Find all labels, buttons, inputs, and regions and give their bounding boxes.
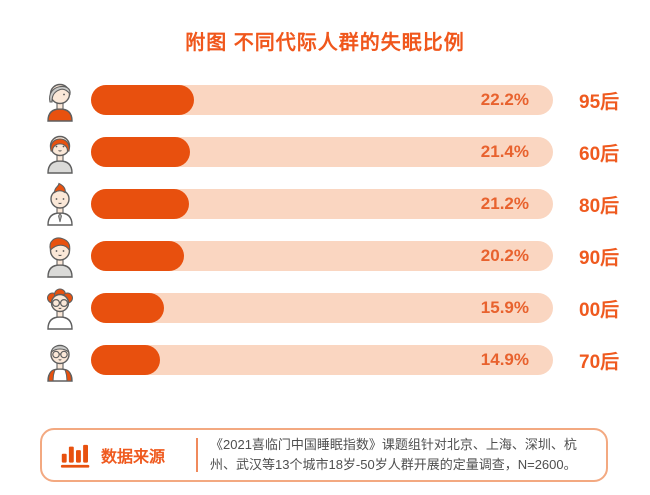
chart-row-90s: 20.2% 90后 — [0, 230, 650, 282]
data-source-header: 数据来源 — [42, 442, 188, 469]
avatar-95s-icon — [38, 78, 82, 122]
bar-chart: 22.2% 95后 21.4% 60后 — [0, 74, 650, 386]
bar-category-label: 70后 — [579, 351, 620, 373]
data-source-label: 数据来源 — [101, 449, 166, 466]
data-source-text: 《2021喜临门中国睡眠指数》课题组针对北京、上海、深圳、杭州、武汉等13个城市… — [210, 436, 577, 472]
bar-category-label: 80后 — [579, 195, 620, 217]
bar-track: 21.4% — [91, 137, 553, 167]
chart-row-00s: 15.9% 00后 — [0, 282, 650, 334]
bar-value-label: 22.2% — [480, 90, 529, 109]
chart-row-70s: 14.9% 70后 — [0, 334, 650, 386]
chart-row-80s: 21.2% 80后 — [0, 178, 650, 230]
bar-fill — [91, 189, 189, 219]
bar-track: 14.9% — [91, 345, 553, 375]
bar-track: 20.2% — [91, 241, 553, 271]
bar-fill — [91, 293, 165, 323]
data-source-box: 数据来源 《2021喜临门中国睡眠指数》课题组针对北京、上海、深圳、杭州、武汉等… — [40, 428, 608, 482]
bar-value-label: 15.9% — [480, 298, 529, 317]
bar-fill — [91, 345, 160, 375]
bar-value-label: 21.2% — [480, 194, 529, 213]
chart-row-95s: 22.2% 95后 — [0, 74, 650, 126]
bar-fill — [91, 241, 185, 271]
bar-fill — [91, 137, 190, 167]
avatar-00s-icon — [38, 286, 82, 330]
bar-value-label: 14.9% — [480, 350, 529, 369]
bar-category-label: 95后 — [579, 91, 620, 113]
bar-chart-icon — [60, 442, 92, 469]
bar-category-label: 00后 — [579, 299, 620, 321]
avatar-70s-icon — [38, 338, 82, 382]
bar-value-label: 20.2% — [480, 246, 529, 265]
bar-fill — [91, 85, 194, 115]
avatar-90s-icon — [38, 234, 82, 278]
avatar-60s-icon — [38, 130, 82, 174]
chart-title: 附图 不同代际人群的失眠比例 — [185, 32, 465, 54]
chart-row-60s: 21.4% 60后 — [0, 126, 650, 178]
bar-track: 21.2% — [91, 189, 553, 219]
bar-track: 15.9% — [91, 293, 553, 323]
bar-category-label: 90后 — [579, 247, 620, 269]
source-divider — [196, 438, 198, 472]
bar-track: 22.2% — [91, 85, 553, 115]
bar-value-label: 21.4% — [480, 142, 529, 161]
avatar-80s-icon — [38, 182, 82, 226]
bar-category-label: 60后 — [579, 143, 620, 165]
